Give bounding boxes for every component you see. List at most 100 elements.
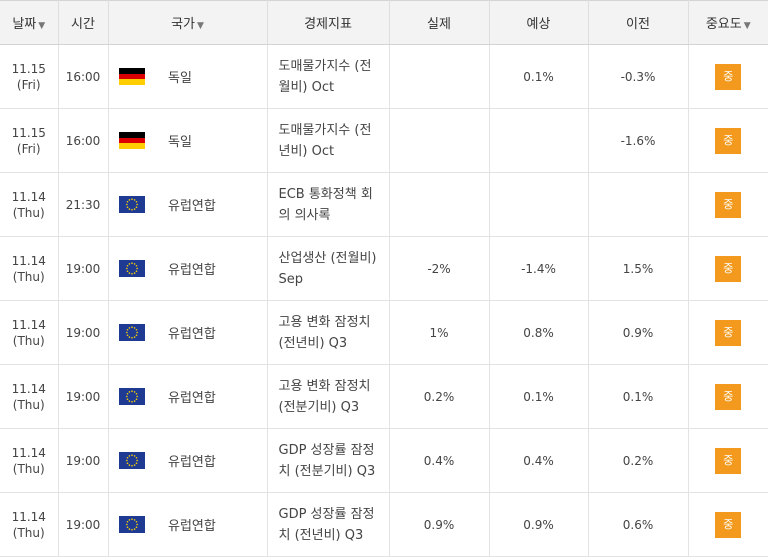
previous-cell: 0.2% — [588, 428, 689, 493]
table-row[interactable]: 11.15 (Fri) 16:00 독일 도매물가지수 (전월비) Oct 0.1% -0… — [0, 44, 768, 109]
importance-cell: 중 — [688, 428, 768, 493]
actual-cell — [389, 172, 490, 237]
previous-header-label: 이전 — [626, 17, 650, 32]
importance-badge: 중 — [715, 319, 742, 346]
date-cell: 11.14 (Thu) — [0, 364, 59, 429]
day-value: (Thu) — [12, 333, 45, 348]
forecast-cell: 0.8% — [489, 300, 589, 365]
date-value: 11.14 — [11, 189, 46, 204]
forecast-cell: 0.1% — [489, 44, 589, 109]
date-value: 11.14 — [11, 445, 46, 460]
actual-cell: 0.4% — [389, 428, 490, 493]
importance-cell: 중 — [688, 364, 768, 429]
importance-badge: 중 — [715, 383, 742, 410]
actual-header-label: 실제 — [427, 17, 451, 32]
indicator-cell[interactable]: GDP 성장률 잠정치 (전년비) Q3 — [267, 492, 390, 557]
country-header[interactable]: 국가 ▼ — [108, 0, 268, 45]
table-row[interactable]: 11.14 (Thu) 19:00 유럽연합 고용 변화 잠정치 (전분기비) Q3 0… — [0, 364, 768, 429]
sort-down-icon: ▼ — [743, 21, 751, 31]
indicator-cell[interactable]: ECB 통화정책 회의 의사록 — [267, 172, 390, 237]
eu-flag-icon — [119, 452, 146, 469]
importance-header[interactable]: 중요도 ▼ — [688, 0, 768, 45]
day-value: (Fri) — [16, 77, 41, 92]
previous-cell: 1.5% — [588, 236, 689, 301]
importance-cell: 중 — [688, 44, 768, 109]
flag-cell — [108, 300, 156, 365]
sort-down-icon: ▼ — [197, 21, 204, 31]
forecast-cell — [489, 108, 589, 173]
eu-flag-icon — [119, 388, 146, 405]
indicator-cell[interactable]: GDP 성장률 잠정치 (전분기비) Q3 — [267, 428, 390, 493]
time-cell: 19:00 — [58, 364, 109, 429]
date-cell: 11.14 (Thu) — [0, 172, 59, 237]
previous-cell: 0.1% — [588, 364, 689, 429]
header-row: 날짜 ▼ 시간 국가 ▼ 경제지표 실제 예상 이전 중요도 ▼ — [0, 0, 768, 45]
eu-flag-icon — [119, 260, 146, 277]
time-cell: 19:00 — [58, 428, 109, 493]
eu-flag-icon — [119, 196, 146, 213]
table-row[interactable]: 11.14 (Thu) 19:00 유럽연합 GDP 성장률 잠정치 (전년비) Q3… — [0, 492, 768, 557]
germany-flag-icon — [119, 68, 146, 85]
previous-cell: 0.9% — [588, 300, 689, 365]
eu-flag-icon — [119, 324, 146, 341]
indicator-header-label: 경제지표 — [304, 17, 352, 32]
importance-badge: 중 — [715, 447, 742, 474]
forecast-cell: 0.9% — [489, 492, 589, 557]
forecast-cell: -1.4% — [489, 236, 589, 301]
actual-cell: 1% — [389, 300, 490, 365]
date-header[interactable]: 날짜 ▼ — [0, 0, 59, 45]
forecast-header-label: 예상 — [526, 17, 551, 32]
actual-cell — [389, 108, 490, 173]
indicator-cell[interactable]: 고용 변화 잠정치 (전년비) Q3 — [267, 300, 390, 365]
indicator-cell[interactable]: 도매물가지수 (전월비) Oct — [267, 44, 390, 109]
indicator-cell[interactable]: 고용 변화 잠정치 (전분기비) Q3 — [267, 364, 390, 429]
table-row[interactable]: 11.14 (Thu) 19:00 유럽연합 산업생산 (전월비) Sep -2% -1.… — [0, 236, 768, 301]
date-header-label: 날짜 — [12, 17, 37, 32]
table-row[interactable]: 11.14 (Thu) 19:00 유럽연합 GDP 성장률 잠정치 (전분기비) Q… — [0, 428, 768, 493]
flag-cell — [108, 236, 156, 301]
actual-cell: 0.9% — [389, 492, 490, 557]
importance-badge: 중 — [715, 511, 742, 538]
flag-cell — [108, 428, 156, 493]
forecast-header: 예상 — [489, 0, 589, 45]
country-cell: 독일 — [156, 108, 268, 173]
time-cell: 16:00 — [58, 44, 109, 109]
country-cell: 독일 — [156, 44, 268, 109]
importance-cell: 중 — [688, 492, 768, 557]
country-cell: 유럽연합 — [156, 492, 268, 557]
country-cell: 유럽연합 — [156, 428, 268, 493]
date-value: 11.15 — [11, 125, 46, 140]
time-cell: 16:00 — [58, 108, 109, 173]
eu-flag-icon — [119, 516, 146, 533]
table-row[interactable]: 11.15 (Fri) 16:00 독일 도매물가지수 (전년비) Oct -1.6% 중 — [0, 108, 768, 173]
previous-header: 이전 — [588, 0, 689, 45]
importance-badge: 중 — [715, 255, 742, 282]
indicator-cell[interactable]: 산업생산 (전월비) Sep — [267, 236, 390, 301]
actual-cell — [389, 44, 490, 109]
flag-cell — [108, 108, 156, 173]
date-cell: 11.14 (Thu) — [0, 492, 59, 557]
time-cell: 19:00 — [58, 236, 109, 301]
previous-cell: -0.3% — [588, 44, 689, 109]
day-value: (Thu) — [12, 525, 45, 540]
importance-cell: 중 — [688, 300, 768, 365]
importance-badge: 중 — [715, 191, 742, 218]
actual-cell: 0.2% — [389, 364, 490, 429]
day-value: (Thu) — [12, 461, 45, 476]
time-header: 시간 — [58, 0, 109, 45]
date-cell: 11.14 (Thu) — [0, 236, 59, 301]
indicator-cell[interactable]: 도매물가지수 (전년비) Oct — [267, 108, 390, 173]
date-value: 11.14 — [11, 509, 46, 524]
germany-flag-icon — [119, 132, 146, 149]
importance-cell: 중 — [688, 236, 768, 301]
forecast-cell: 0.1% — [489, 364, 589, 429]
date-cell: 11.14 (Thu) — [0, 300, 59, 365]
date-value: 11.15 — [11, 61, 46, 76]
table-row[interactable]: 11.14 (Thu) 19:00 유럽연합 고용 변화 잠정치 (전년비) Q3 1%… — [0, 300, 768, 365]
indicator-header: 경제지표 — [267, 0, 390, 45]
day-value: (Thu) — [12, 205, 45, 220]
table-row[interactable]: 11.14 (Thu) 21:30 유럽연합 ECB 통화정책 회의 의사록 중 — [0, 172, 768, 237]
flag-cell — [108, 492, 156, 557]
day-value: (Thu) — [12, 397, 45, 412]
country-cell: 유럽연합 — [156, 172, 268, 237]
